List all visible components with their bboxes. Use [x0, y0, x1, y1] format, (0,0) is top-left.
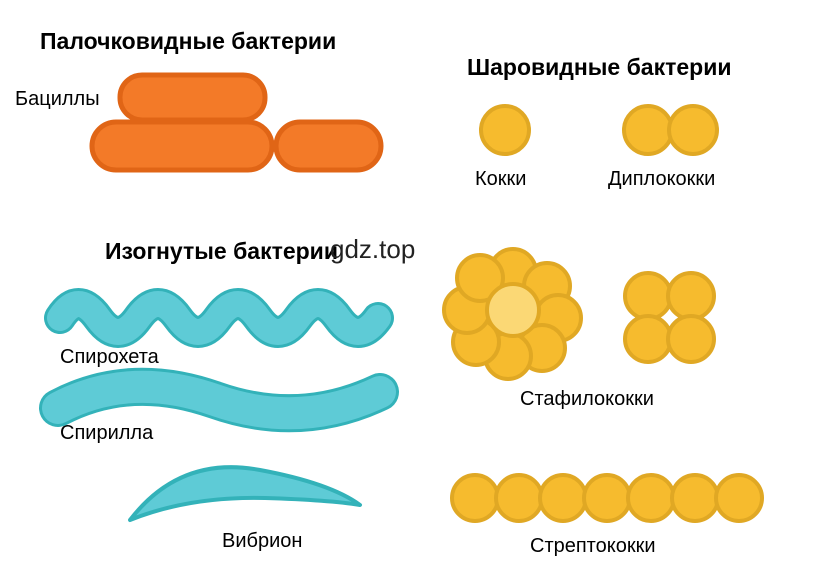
bacillus-shape [120, 75, 265, 120]
coccus-shape [452, 475, 498, 521]
coccus-shape [625, 273, 671, 319]
coccus-shape [628, 475, 674, 521]
coccus-shape [668, 273, 714, 319]
coccus-shape [487, 284, 539, 336]
coccus-shape [668, 316, 714, 362]
diagram-canvas [0, 0, 818, 586]
coccus-shape [496, 475, 542, 521]
coccus-shape [716, 475, 762, 521]
coccus-shape [540, 475, 586, 521]
coccus-shape [584, 475, 630, 521]
bacillus-shape [276, 122, 381, 170]
coccus-shape [669, 106, 717, 154]
coccus-shape [672, 475, 718, 521]
bacillus-shape [92, 122, 272, 170]
vibrio-shape [130, 467, 360, 520]
coccus-shape [625, 316, 671, 362]
coccus-shape [624, 106, 672, 154]
coccus-shape [481, 106, 529, 154]
